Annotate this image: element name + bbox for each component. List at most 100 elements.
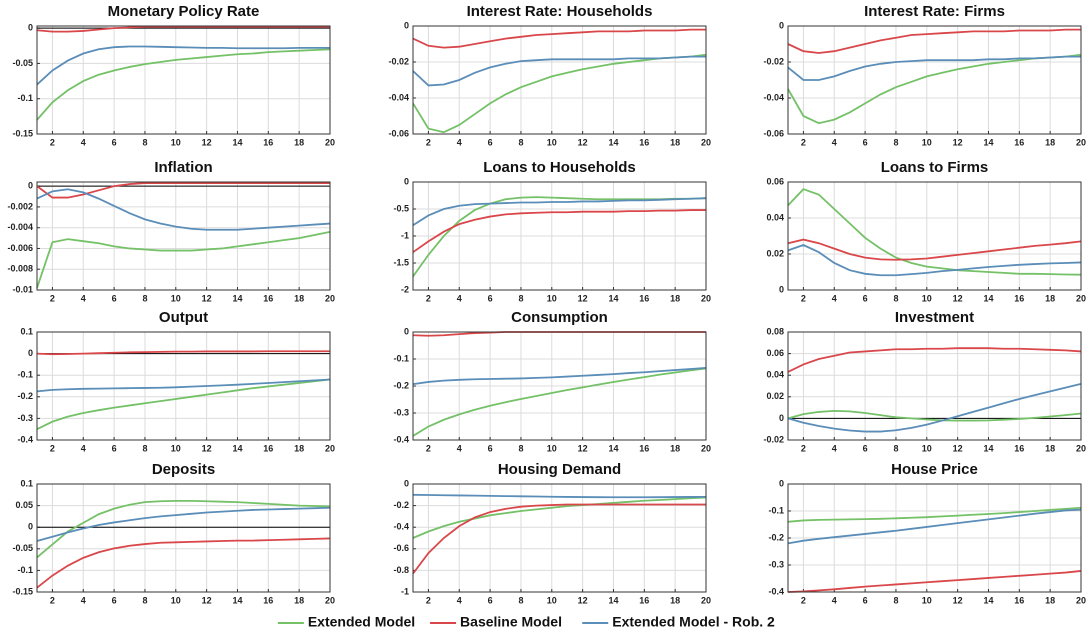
x-tick-label: 14 [983,443,993,453]
y-tick-label: -0.006 [7,243,33,253]
plot-frame [36,331,331,441]
series-line [787,188,1082,276]
x-tick-label: 16 [263,443,273,453]
y-tick-label: -0.06 [763,128,784,138]
y-tick-label: -0.01 [12,284,33,294]
plot-frame [412,331,707,441]
x-tick-label: 4 [81,293,86,303]
x-tick-label: 12 [953,595,963,605]
series-line [36,230,331,289]
y-tick-label: 0 [404,478,409,488]
series-line [787,506,1082,523]
x-tick-label: 16 [263,595,273,605]
x-tick-label: 20 [1076,443,1086,453]
x-tick-label: 2 [801,443,806,453]
y-tick-label: 0 [28,22,33,32]
x-tick-label: 8 [893,137,898,147]
chart-title: Interest Rate: Firms [864,3,1005,20]
series-line [787,409,1082,422]
x-tick-label: 12 [578,293,588,303]
series-line [412,55,706,87]
x-tick-label: 14 [608,595,618,605]
x-tick-label: 10 [922,137,932,147]
x-tick-label: 14 [983,137,993,147]
x-tick-label: 6 [112,595,117,605]
series-line [787,347,1082,373]
x-tick-label: 8 [518,293,523,303]
x-tick-label: 8 [518,137,523,147]
y-tick-label: 0.04 [766,212,784,222]
y-tick-label: -0.04 [763,92,784,102]
x-tick-label: 20 [1076,595,1086,605]
y-tick-label: 0 [779,284,784,294]
x-tick-label: 8 [142,137,147,147]
x-tick-label: 18 [670,137,680,147]
y-tick-label: 0.05 [15,500,33,510]
x-tick-label: 14 [232,443,242,453]
y-tick-label: -0.3 [17,413,33,423]
legend-label: Extended Model - Rob. 2 [612,614,775,630]
series-line [412,28,706,49]
series-line [36,182,330,199]
x-tick-label: 20 [701,595,711,605]
y-tick-label: -1 [401,230,409,240]
x-tick-label: 2 [50,137,55,147]
x-tick-label: 4 [457,595,462,605]
plot-frame [412,483,707,593]
x-tick-label: 14 [608,443,618,453]
x-tick-label: 18 [294,595,304,605]
y-tick-label: 0.1 [20,478,33,488]
x-tick-label: 10 [922,293,932,303]
x-tick-label: 14 [232,293,242,303]
series-line [36,506,331,542]
y-tick-label: -0.3 [393,407,409,417]
x-tick-label: 16 [639,293,649,303]
plot-frame [36,483,331,593]
y-tick-label: -0.2 [393,380,409,390]
x-tick-label: 18 [1045,293,1055,303]
y-tick-label: 0 [404,326,409,336]
plot-frame [787,483,1082,593]
y-tick-label: -0.04 [388,92,409,102]
x-tick-label: 6 [863,595,868,605]
x-tick-label: 8 [518,443,523,453]
y-tick-label: 0 [404,176,409,186]
y-tick-label: 0.02 [766,391,784,401]
x-tick-label: 16 [639,595,649,605]
x-tick-label: 16 [639,137,649,147]
series-line [787,508,1082,545]
series-line [787,382,1082,433]
x-tick-label: 4 [81,137,86,147]
x-tick-label: 8 [518,595,523,605]
series-line [36,537,331,589]
x-tick-label: 18 [294,293,304,303]
x-tick-label: 4 [832,595,837,605]
series-line [787,244,1082,277]
x-tick-label: 20 [1076,137,1086,147]
x-tick-label: 4 [81,595,86,605]
x-tick-label: 20 [701,443,711,453]
y-tick-label: -0.1 [768,505,784,515]
y-tick-label: -0.4 [17,434,33,444]
x-tick-label: 14 [983,293,993,303]
chart-title: Monetary Policy Rate [108,3,260,20]
x-tick-label: 10 [922,443,932,453]
x-tick-label: 12 [578,137,588,147]
x-tick-label: 14 [608,293,618,303]
x-tick-label: 12 [953,443,963,453]
legend-label: Baseline Model [460,614,562,630]
x-tick-label: 10 [547,443,557,453]
y-tick-label: 0.08 [766,326,784,336]
y-tick-label: 0.04 [766,370,784,380]
x-tick-label: 20 [701,137,711,147]
x-tick-label: 20 [701,293,711,303]
chart-title: Housing Demand [498,461,621,478]
y-tick-label: 0 [28,348,33,358]
y-tick-label: -2 [401,284,409,294]
plot-frame [36,181,331,291]
series-line [36,188,331,231]
y-tick-label: 0 [28,522,33,532]
x-tick-label: 6 [863,443,868,453]
series-line [412,367,707,386]
